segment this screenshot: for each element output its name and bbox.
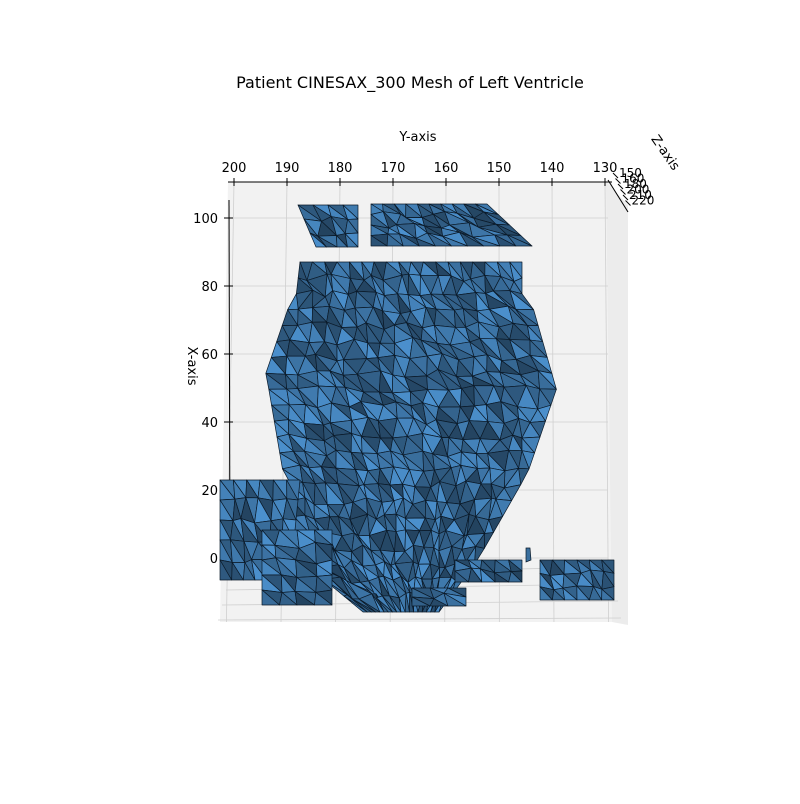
mesh-sliver — [526, 548, 531, 562]
x-tick-label: 100 — [193, 212, 218, 227]
y-tick-label: 200 — [222, 161, 247, 176]
z-tick-label: 220 — [632, 194, 655, 208]
x-tick-label: 40 — [201, 416, 218, 431]
x-tick-label: 60 — [201, 348, 218, 363]
mesh-fragment-bottom-mid — [455, 560, 522, 582]
mesh-fragment-bottom-center — [412, 588, 466, 606]
z-axis-label: Z-axis — [647, 133, 682, 174]
x-axis-label: X-axis — [184, 347, 199, 386]
x-tick-label: 20 — [201, 484, 218, 499]
y-tick-label: 190 — [275, 161, 300, 176]
y-tick-label: 130 — [593, 161, 618, 176]
y-tick-label: 150 — [487, 161, 512, 176]
x-tick-label: 80 — [201, 280, 218, 295]
x-tick-label: 0 — [210, 552, 218, 567]
y-tick-label: 160 — [434, 161, 459, 176]
y-axis-label: Y-axis — [398, 130, 436, 145]
chart-title: Patient CINESAX_300 Mesh of Left Ventric… — [236, 73, 584, 93]
y-tick-label: 180 — [328, 161, 353, 176]
y-tick-label: 140 — [540, 161, 565, 176]
mesh-fragment-bottom-right — [540, 560, 614, 600]
mesh-fragment-bottom-left-2 — [262, 530, 332, 605]
y-tick-label: 170 — [381, 161, 406, 176]
